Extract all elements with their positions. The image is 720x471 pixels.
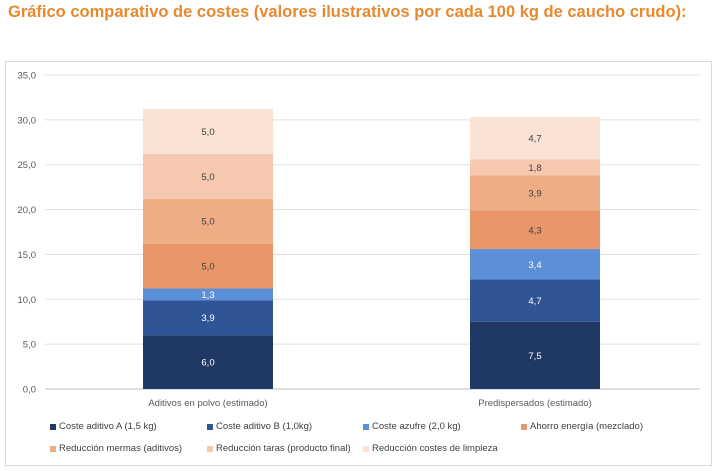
y-tick-label: 15,0 <box>18 250 37 261</box>
legend-label: Reducción taras (producto final) <box>216 443 351 454</box>
legend-swatch <box>50 423 56 430</box>
data-label: 6,0 <box>201 358 214 369</box>
data-label: 3,4 <box>528 260 541 271</box>
y-tick-label: 10,0 <box>18 295 37 306</box>
data-label: 5,0 <box>201 217 214 228</box>
data-label: 4,3 <box>528 225 541 236</box>
legend-swatch <box>363 445 369 452</box>
bar-segment <box>143 153 273 199</box>
legend-label: Coste aditivo B (1,0kg) <box>216 421 313 432</box>
legend-label: Ahorro energía (mezclado) <box>530 421 643 432</box>
legend-label: Reducción mermas (aditivos) <box>59 443 183 454</box>
x-category-label: Predispersados (estimado) <box>478 398 592 409</box>
legend-item: Reducción mermas (aditivos) <box>50 443 182 454</box>
data-label: 5,0 <box>201 127 214 138</box>
bar-segment <box>143 288 273 301</box>
legend-swatch <box>207 445 213 452</box>
y-tick-label: 30,0 <box>18 115 37 126</box>
x-category-label: Aditivos en polvo (estimado) <box>148 398 267 409</box>
bar-segment <box>143 198 273 244</box>
legend-item: Reducción taras (producto final) <box>207 443 351 454</box>
legend-swatch <box>207 423 213 430</box>
legend-label: Coste azufre (2,0 kg) <box>372 421 461 432</box>
bar-segment <box>470 249 600 280</box>
data-label: 5,0 <box>201 262 214 273</box>
bar-segment <box>470 210 600 250</box>
bar-segment <box>470 279 600 322</box>
data-label: 3,9 <box>201 313 214 324</box>
legend-swatch <box>363 423 369 430</box>
bar-segment <box>470 175 600 211</box>
data-label: 5,0 <box>201 172 214 183</box>
y-tick-label: 5,0 <box>23 340 36 351</box>
legend-swatch <box>50 445 56 452</box>
y-tick-label: 25,0 <box>18 160 37 171</box>
legend-item: Ahorro energía (mezclado) <box>521 421 643 432</box>
data-label: 1,8 <box>528 163 541 174</box>
page-title: Gráfico comparativo de costes (valores i… <box>8 3 687 21</box>
legend-item: Coste aditivo A (1,5 kg) <box>50 421 157 432</box>
data-label: 4,7 <box>528 296 541 307</box>
data-label: 4,7 <box>528 134 541 145</box>
legend-item: Coste aditivo B (1,0kg) <box>207 421 312 432</box>
bar-segment <box>143 109 273 154</box>
legend-label: Coste aditivo A (1,5 kg) <box>59 421 157 432</box>
y-tick-label: 20,0 <box>18 205 37 216</box>
bar-segment <box>470 321 600 389</box>
bar-segment <box>470 159 600 176</box>
legend-swatch <box>521 423 527 430</box>
chart-frame <box>5 61 712 466</box>
bar-segment <box>470 117 600 160</box>
bar-segment <box>143 335 273 389</box>
bar-segment <box>143 300 273 336</box>
y-tick-label: 0,0 <box>23 385 36 396</box>
data-label: 7,5 <box>528 351 541 362</box>
y-tick-label: 35,0 <box>18 71 37 82</box>
bar-segment <box>143 243 273 289</box>
legend-label: Reducción costes de limpieza <box>372 443 498 454</box>
legend-item: Coste azufre (2,0 kg) <box>363 421 461 432</box>
data-label: 1,3 <box>201 290 214 301</box>
legend-item: Reducción costes de limpieza <box>363 443 498 454</box>
data-label: 3,9 <box>528 188 541 199</box>
